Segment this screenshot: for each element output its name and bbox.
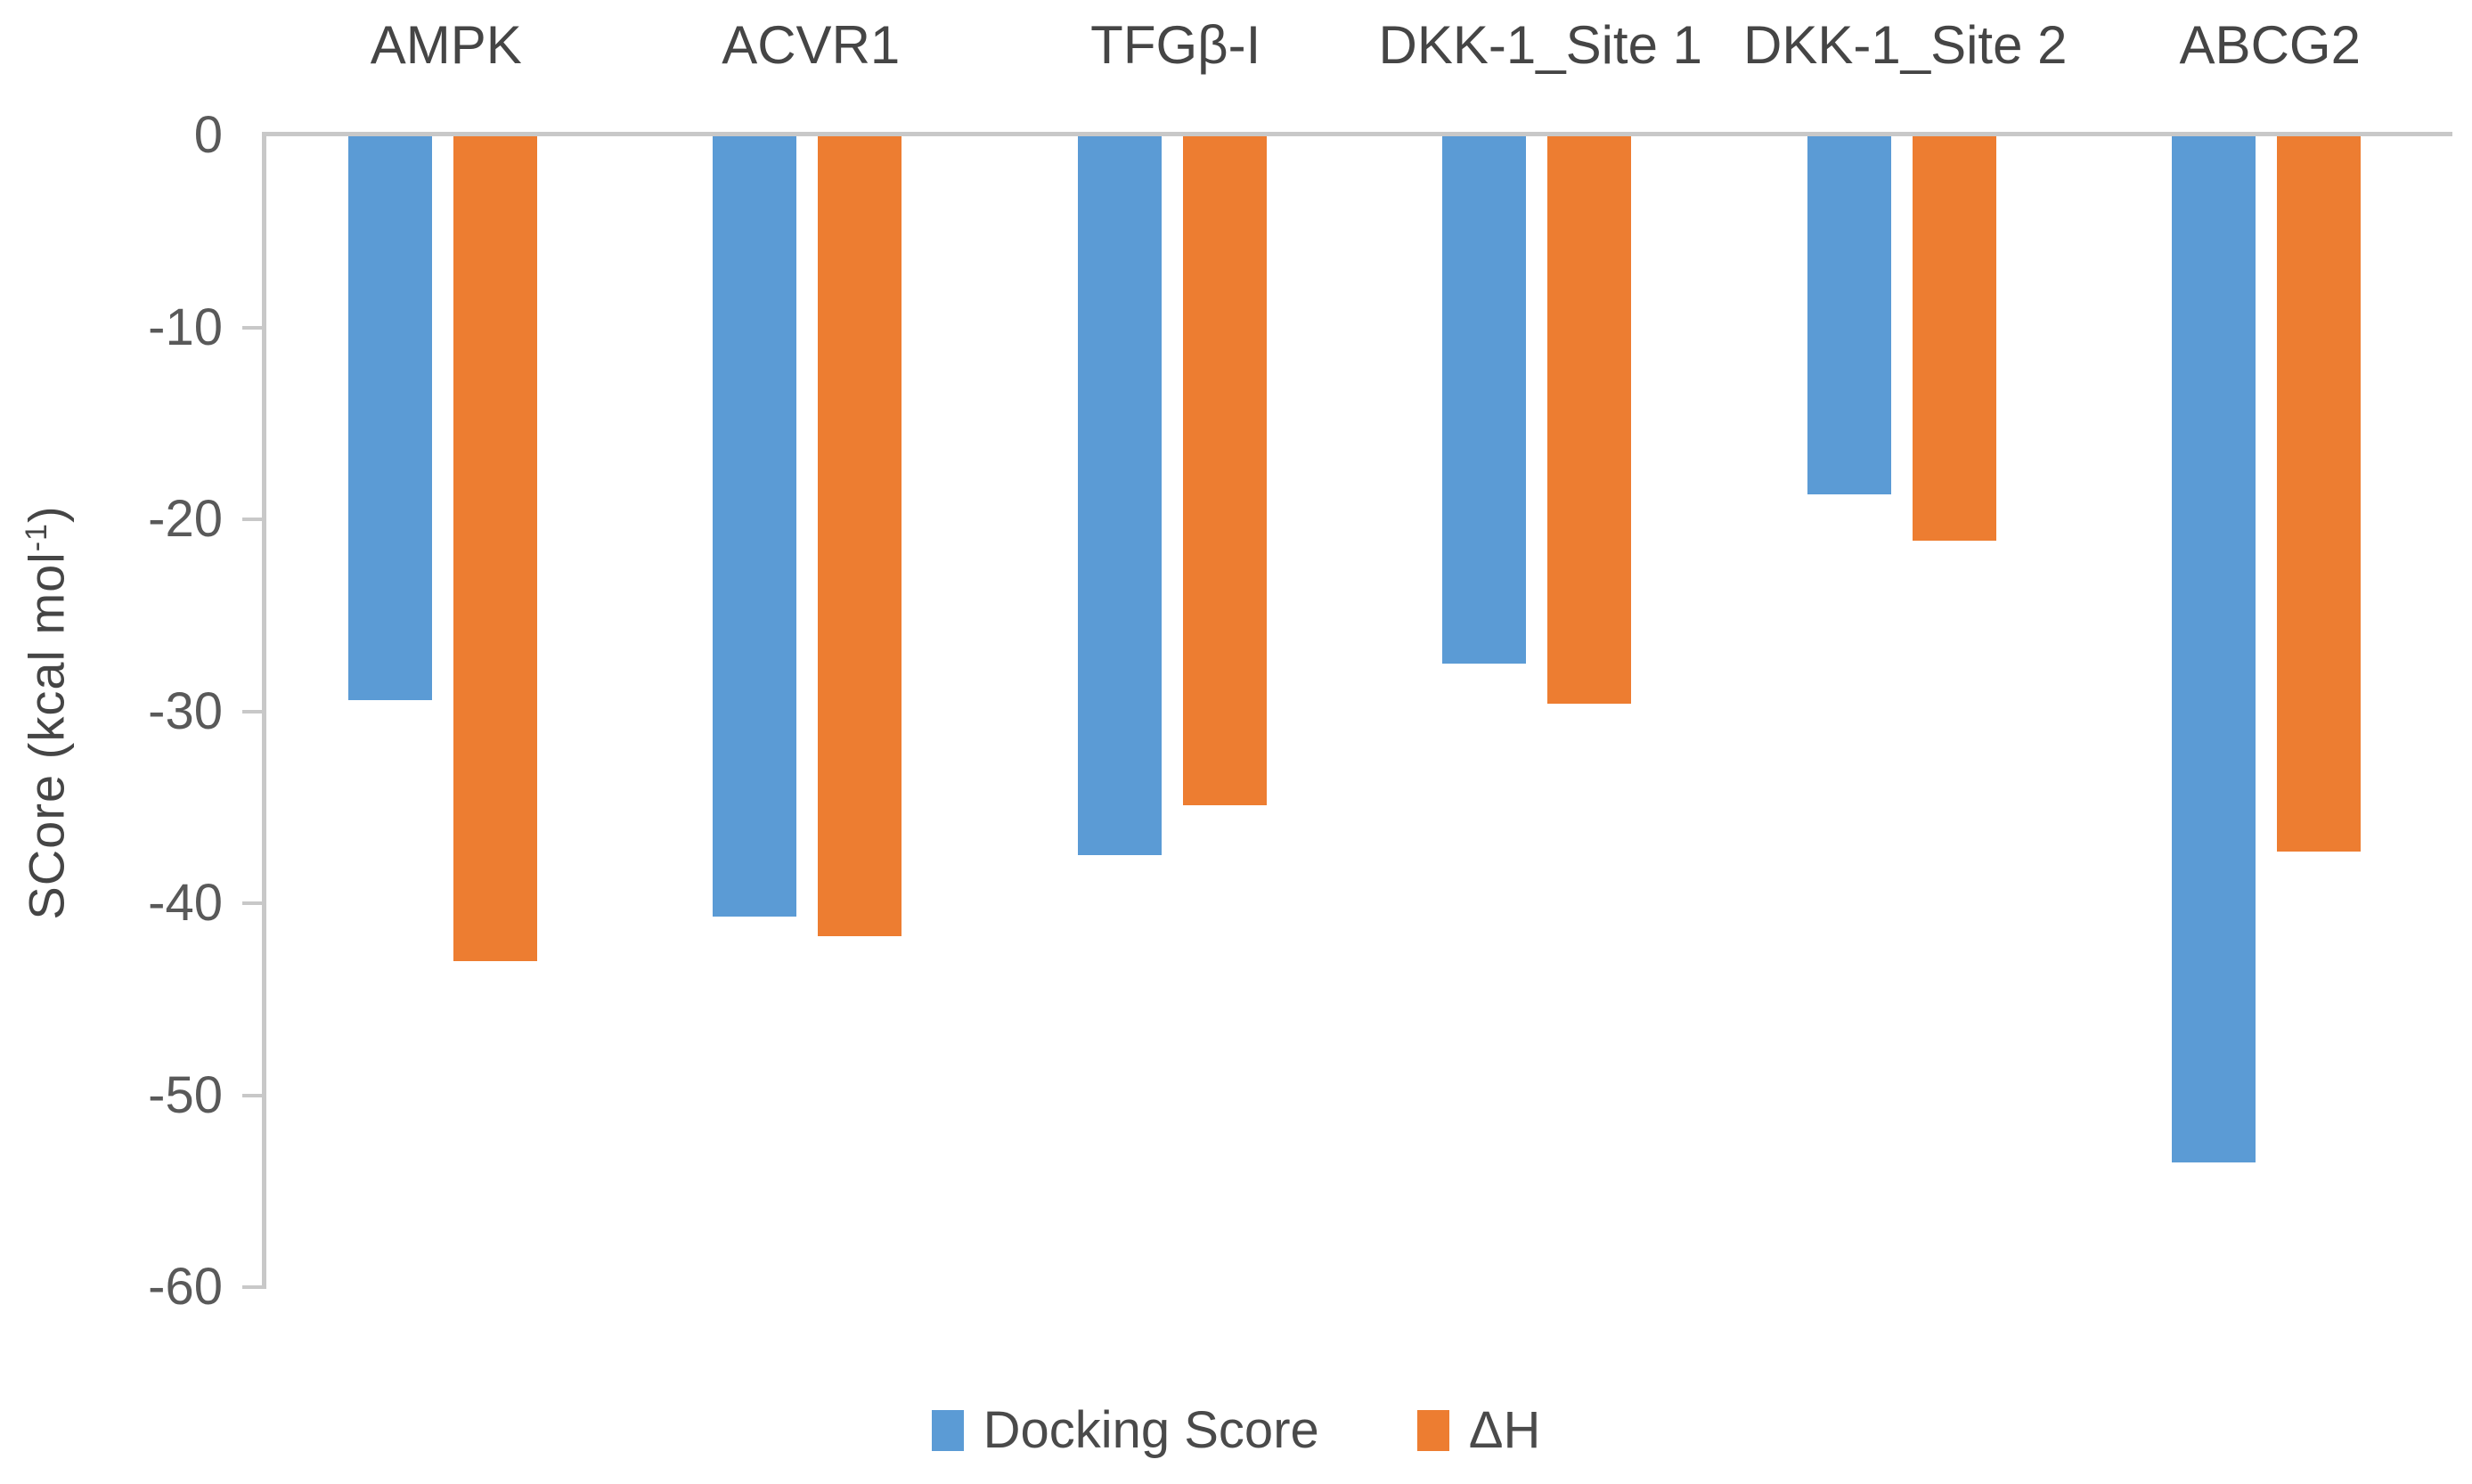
category-label-acvr1: ACVR1 <box>722 15 901 75</box>
y-axis-tick-label: -40 <box>148 874 223 932</box>
legend-item--h: ΔH <box>1416 1400 1541 1460</box>
bar-docking-score-5 <box>1807 136 1891 495</box>
y-axis-tick <box>242 709 262 713</box>
bar-docking-score-6 <box>2172 136 2256 1163</box>
y-axis-tick-label: -50 <box>148 1065 223 1124</box>
y-axis-tick <box>242 325 262 330</box>
bar-delta-h-2 <box>818 136 902 936</box>
category-label-dkk-1-site-1: DKK-1_Site 1 <box>1378 15 1703 75</box>
bar-docking-score-2 <box>713 136 797 917</box>
bar-docking-score-4 <box>1442 136 1527 664</box>
category-label-ampk: AMPK <box>370 15 522 75</box>
bar-delta-h-1 <box>453 136 537 961</box>
bar-delta-h-3 <box>1182 136 1267 806</box>
bar-docking-score-3 <box>1077 136 1162 856</box>
y-axis-tick-label: -60 <box>148 1258 223 1316</box>
y-axis-tick <box>242 1093 262 1097</box>
legend-label: Docking Score <box>983 1401 1319 1459</box>
legend-swatch-icon <box>1416 1409 1449 1451</box>
legend-label: ΔH <box>1468 1401 1541 1459</box>
legend-item-docking-score: Docking Score <box>931 1400 1319 1460</box>
x-axis-zero-line <box>264 132 2452 136</box>
bar-delta-h-6 <box>2277 136 2362 852</box>
y-axis-tick-label: -20 <box>148 490 223 548</box>
y-axis-tick-label: 0 <box>193 106 223 164</box>
category-label-tfg-i: TFGβ-I <box>1090 15 1261 75</box>
y-axis-tick-label: -30 <box>148 681 223 740</box>
y-axis-tick <box>242 1285 262 1289</box>
category-label-abcg2: ABCG2 <box>2179 15 2361 75</box>
bar-delta-h-4 <box>1547 136 1632 705</box>
y-axis-tick <box>242 518 262 521</box>
y-axis-line <box>262 132 266 1289</box>
category-label-dkk-1-site-2: DKK-1_Site 2 <box>1742 15 2068 75</box>
y-axis-tick <box>242 901 262 905</box>
legend-swatch-icon <box>931 1409 964 1451</box>
legend: Docking Score ΔH <box>0 1400 2472 1460</box>
bar-delta-h-5 <box>1912 136 1996 541</box>
y-axis-tick-label: -10 <box>148 298 223 356</box>
bar-docking-score-1 <box>347 136 432 700</box>
